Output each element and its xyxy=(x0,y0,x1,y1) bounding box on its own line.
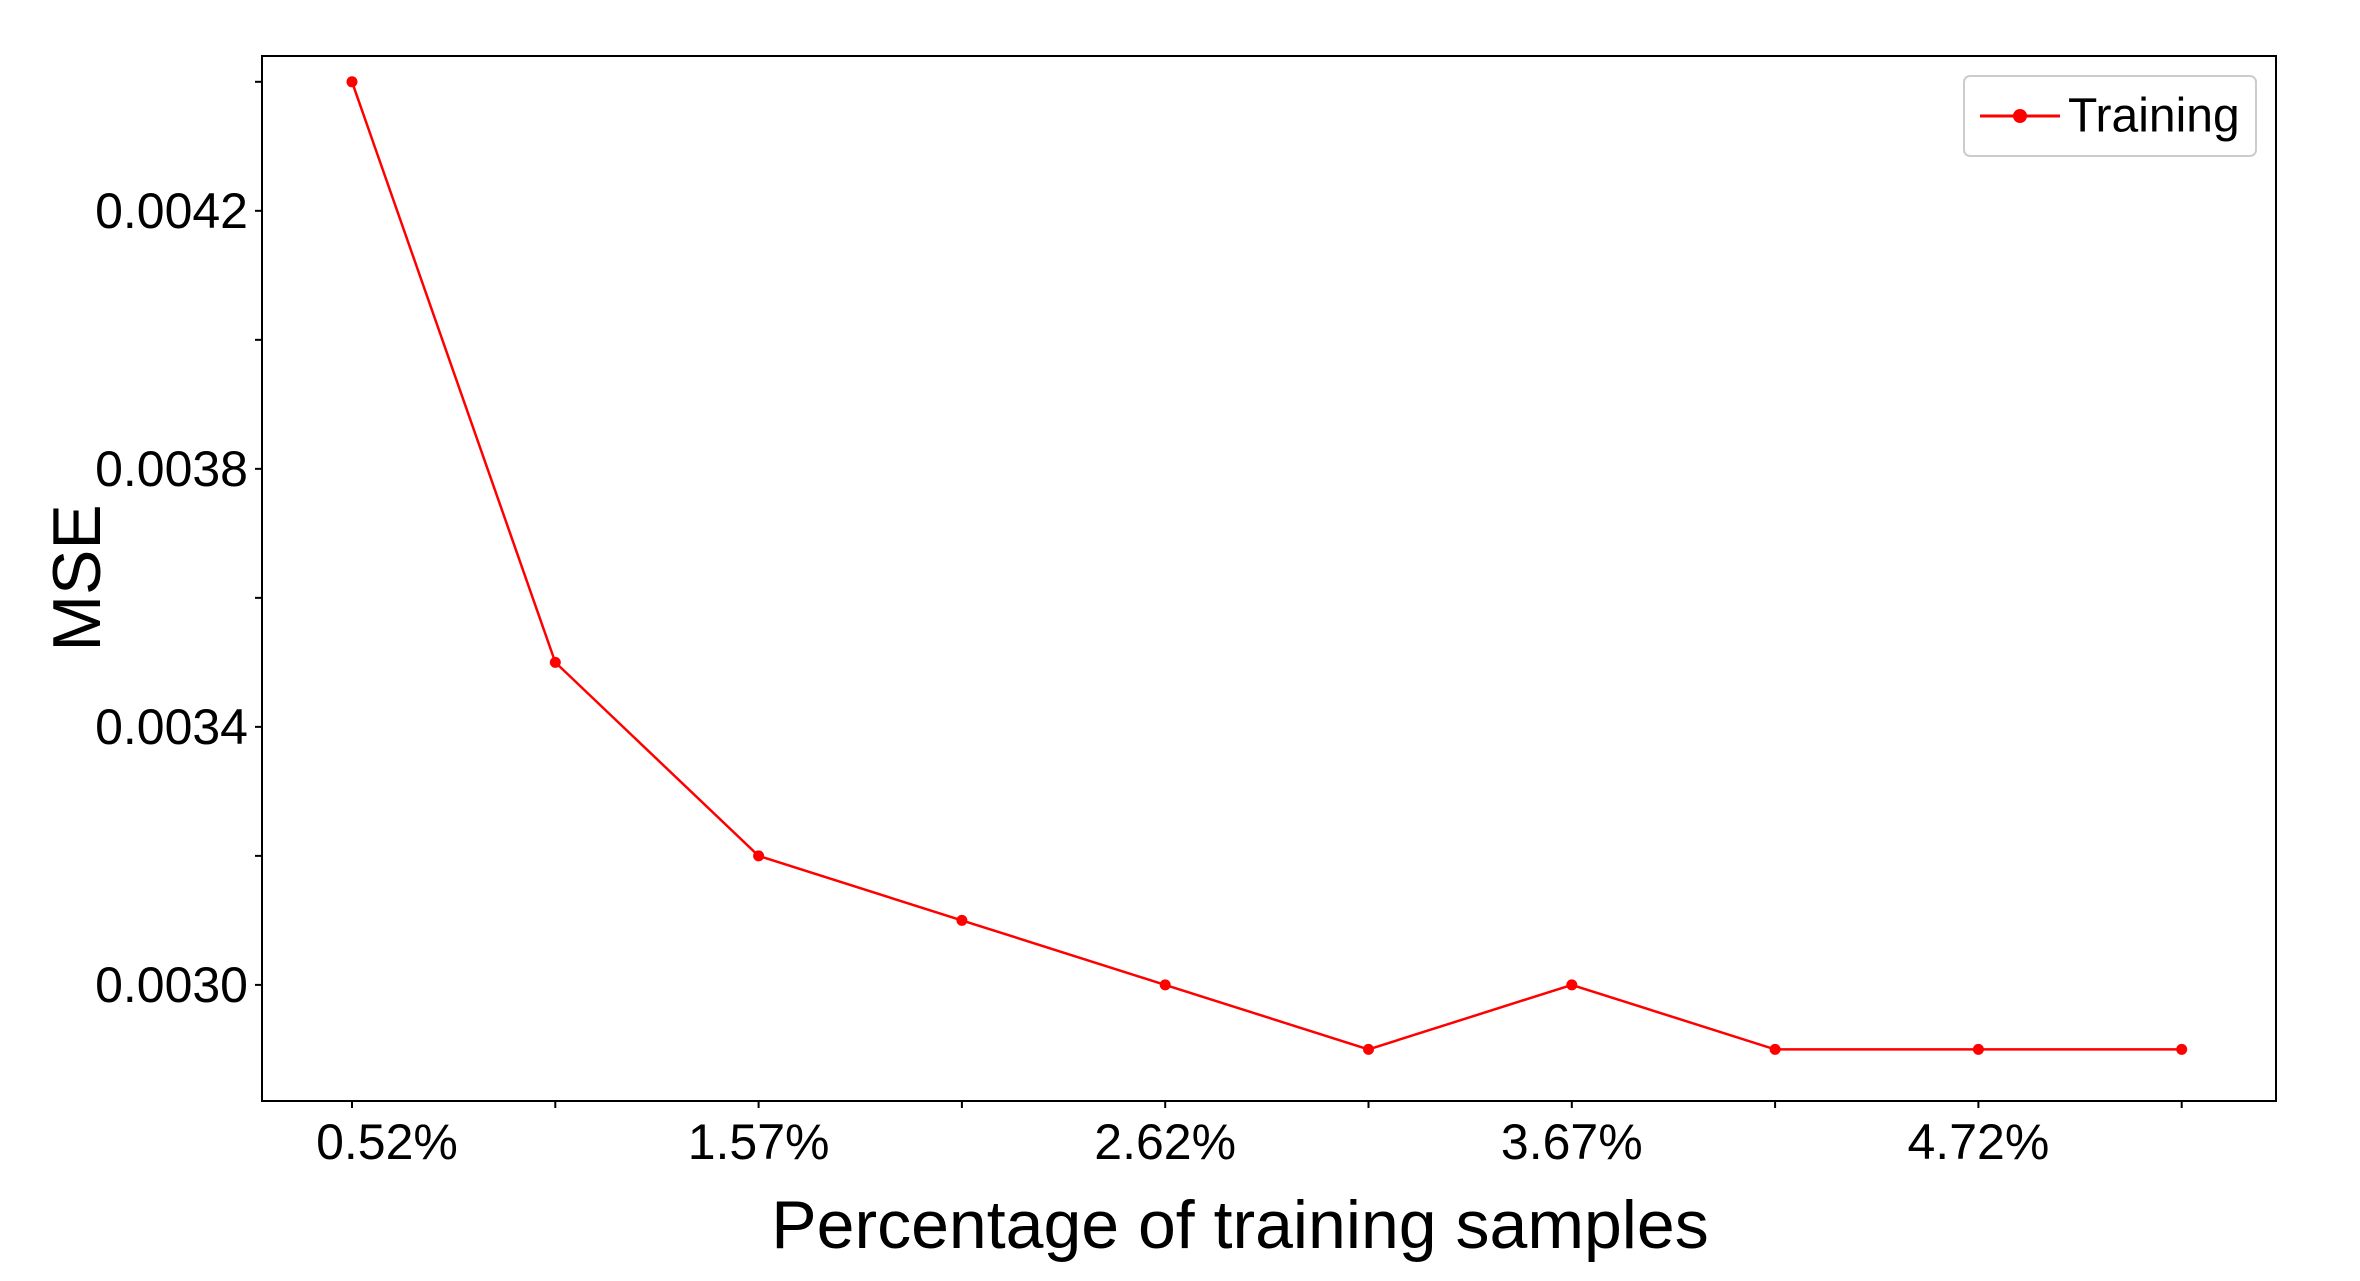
x-tick-label: 1.57% xyxy=(688,1114,830,1170)
series-layer xyxy=(346,76,2188,1055)
x-tick-label: 2.62% xyxy=(1094,1114,1236,1170)
x-tick-label: 3.67% xyxy=(1501,1114,1643,1170)
legend-box xyxy=(1963,75,2257,157)
data-point xyxy=(2176,1043,2188,1055)
data-point xyxy=(956,914,968,926)
data-point xyxy=(1159,979,1171,991)
plot-area xyxy=(261,55,2277,1102)
data-point xyxy=(1566,979,1578,991)
series-line-training xyxy=(350,81,2182,1051)
y-tick-label: 0.0034 xyxy=(95,699,248,755)
legend-label: Training xyxy=(2068,90,2240,143)
y-axis-title: MSE xyxy=(39,504,115,651)
legend-point-marker xyxy=(2013,109,2027,123)
data-point xyxy=(346,76,358,88)
y-axis: 0.0042 0.0038 0.0034 0.0030 xyxy=(95,80,262,1013)
y-tick-label: 0.0038 xyxy=(95,441,248,497)
y-tick-label: 0.0042 xyxy=(95,183,248,239)
x-axis-title: Percentage of training samples xyxy=(771,1187,1708,1263)
y-tick-label: 0.0030 xyxy=(95,957,248,1013)
data-point xyxy=(549,656,561,668)
legend: Training xyxy=(1963,75,2257,157)
x-tick-label: 0.52% xyxy=(316,1114,458,1170)
data-point xyxy=(1363,1043,1374,1055)
x-axis: 0.52% 1.57% 2.62% 3.67% 4.72% xyxy=(316,1101,2183,1170)
data-point xyxy=(1972,1043,1984,1055)
data-point xyxy=(1769,1043,1781,1055)
x-tick-label: 4.72% xyxy=(1908,1114,2050,1170)
data-point xyxy=(753,850,765,862)
